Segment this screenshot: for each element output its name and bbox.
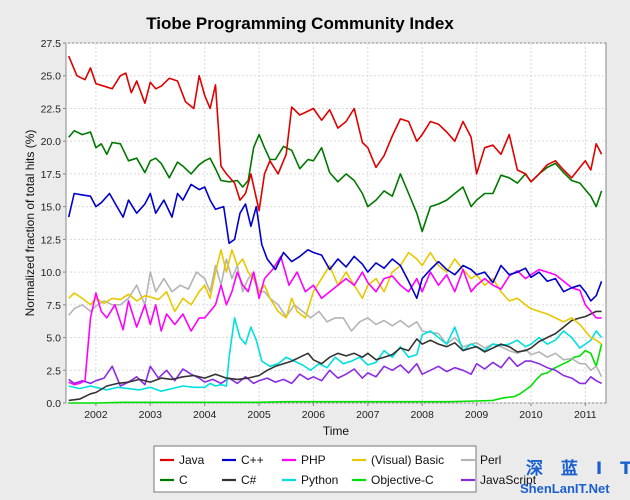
legend	[153, 445, 477, 493]
x-tick-label: 2002	[84, 409, 108, 421]
y-tick-label: 22.5	[41, 103, 62, 115]
series-lines	[67, 55, 603, 404]
grid-lines	[66, 42, 606, 404]
series-line-c	[68, 129, 603, 233]
watermark-logo-text: 深 蓝 I T	[526, 458, 630, 479]
y-axis-ticks: 0.0 2.5 5.0 7.5 10.0 12.5 15.0 17.5 20.0 22.5 25.0…	[41, 38, 66, 410]
x-axis-label: Time	[323, 424, 350, 438]
series-line-c	[68, 310, 602, 402]
legend-label: Java	[179, 453, 205, 467]
series-line-c	[67, 183, 603, 302]
legend-label: JavaScript	[480, 473, 537, 487]
legend-label: C#	[241, 473, 257, 487]
x-tick-label: 2003	[139, 409, 163, 421]
y-tick-label: 27.5	[41, 38, 62, 50]
y-tick-label: 17.5	[41, 169, 62, 181]
watermark-url: ShenLanIT.Net	[520, 481, 610, 496]
legend-label: C	[179, 473, 188, 487]
x-tick-label: 2004	[193, 409, 217, 421]
y-tick-label: 10.0	[41, 267, 62, 279]
x-tick-label: 2009	[465, 409, 489, 421]
y-tick-label: 15.0	[41, 202, 62, 214]
series-line-visual-basic	[68, 249, 603, 345]
legend-label: Objective-C	[371, 473, 434, 487]
y-axis-label: Normalized fraction of total hits (%)	[23, 130, 37, 317]
series-line-objective-c	[68, 343, 603, 404]
x-tick-label: 2008	[411, 409, 435, 421]
legend-label: C++	[241, 453, 264, 467]
chart-title: Tiobe Programming Community Index	[146, 14, 454, 33]
legend-label: Python	[301, 473, 338, 487]
x-axis-ticks: 2002 2003 2004 2005 2006 2007 2008 2009 2010 2011	[84, 403, 597, 421]
x-tick-label: 2007	[356, 409, 380, 421]
legend-label: PHP	[301, 453, 326, 467]
y-tick-label: 20.0	[41, 136, 62, 148]
plot-area	[65, 42, 607, 404]
x-tick-label: 2005	[247, 409, 271, 421]
y-tick-label: 25.0	[41, 71, 62, 83]
y-tick-label: 5.0	[46, 333, 61, 345]
x-tick-label: 2010	[519, 409, 543, 421]
y-tick-label: 12.5	[41, 234, 62, 246]
series-line-perl	[68, 258, 603, 378]
legend-label: (Visual) Basic	[371, 453, 444, 467]
x-tick-label: 2011	[574, 409, 597, 421]
y-tick-label: 0.0	[46, 398, 61, 410]
x-tick-label: 2006	[302, 409, 326, 421]
series-line-java	[67, 55, 603, 212]
legend-label: Perl	[480, 453, 501, 467]
y-tick-label: 7.5	[46, 300, 61, 312]
series-line-javascript	[68, 356, 602, 387]
y-tick-label: 2.5	[46, 365, 61, 377]
legend-entries: Java C++ PHP (Visual) Basic Perl C C# Python Obj…	[160, 453, 537, 487]
series-line-python	[68, 317, 603, 392]
